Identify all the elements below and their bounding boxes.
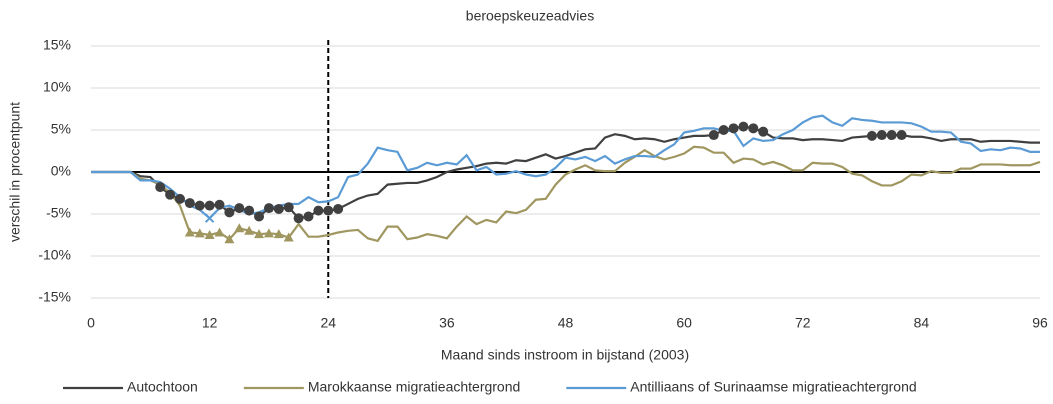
marker [194, 200, 205, 211]
marker [323, 205, 334, 216]
y-tick-label: -15% [38, 289, 71, 305]
marker [886, 130, 897, 141]
marker [263, 203, 274, 214]
marker [283, 232, 294, 242]
marker [174, 193, 185, 204]
marker [244, 205, 255, 216]
y-tick-label: 10% [43, 79, 71, 95]
series-line [91, 114, 1040, 220]
marker [313, 205, 324, 216]
x-tick-label: 48 [558, 315, 574, 331]
x-tick-label: 36 [439, 315, 455, 331]
marker [204, 230, 215, 239]
y-tick-label: 15% [43, 37, 71, 53]
x-tick-label: 72 [795, 315, 811, 331]
y-tick-label: 5% [51, 121, 71, 137]
x-axis-label: Maand sinds instroom in bijstand (2003) [441, 347, 689, 363]
marker [333, 203, 344, 214]
marker [293, 213, 304, 224]
legend-label: Marokkaanse migratieachtergrond [308, 379, 520, 395]
x-tick-label: 96 [1032, 315, 1048, 331]
marker [224, 234, 235, 244]
marker [155, 182, 166, 193]
marker [244, 225, 255, 235]
marker [184, 198, 195, 209]
x-tick-label: 60 [676, 315, 692, 331]
marker [194, 228, 205, 238]
y-tick-label: -5% [46, 205, 71, 221]
marker [214, 199, 225, 210]
marker [234, 223, 245, 233]
marker [718, 125, 729, 135]
marker [165, 189, 176, 200]
x-tick-label: 84 [914, 315, 930, 331]
marker [224, 207, 235, 218]
y-tick-label: 0% [51, 163, 71, 179]
marker [738, 121, 749, 132]
x-tick-label: 0 [87, 315, 95, 331]
marker [204, 200, 215, 211]
chart-title: beroepskeuzeadvies [466, 8, 594, 24]
marker [283, 202, 294, 213]
marker [896, 130, 907, 141]
marker [758, 126, 769, 137]
marker [273, 203, 284, 214]
marker [234, 203, 245, 214]
x-tick-label: 12 [202, 315, 218, 331]
y-tick-label: -10% [38, 247, 71, 263]
marker [263, 228, 274, 238]
legend-label: Autochtoon [127, 379, 198, 395]
series-line [91, 145, 1041, 243]
marker [254, 211, 265, 222]
marker [184, 227, 195, 237]
marker [303, 211, 314, 222]
marker [273, 229, 284, 239]
x-tick-label: 24 [320, 315, 336, 331]
y-axis-label: verschil in procentpunt [7, 102, 23, 242]
marker [214, 227, 225, 237]
marker [866, 130, 877, 141]
marker [204, 213, 215, 223]
marker [254, 229, 265, 239]
legend-label: Antilliaans of Surinaamse migratieachter… [630, 379, 916, 395]
marker [876, 130, 887, 141]
marker [708, 130, 719, 141]
marker [728, 123, 739, 134]
marker [748, 123, 759, 134]
